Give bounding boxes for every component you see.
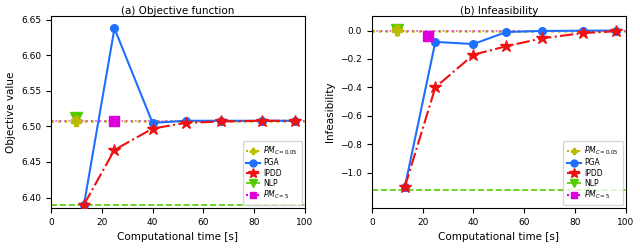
Y-axis label: Objective value: Objective value bbox=[6, 72, 15, 153]
X-axis label: Computational time [s]: Computational time [s] bbox=[118, 232, 239, 243]
Title: (b) Infeasibility: (b) Infeasibility bbox=[460, 5, 538, 16]
Y-axis label: Infeasibility: Infeasibility bbox=[324, 82, 335, 143]
X-axis label: Computational time [s]: Computational time [s] bbox=[438, 232, 559, 243]
Title: (a) Objective function: (a) Objective function bbox=[121, 5, 235, 16]
Legend: $PM_{C=0.05}$, PGA, IPDD, NLP, $PM_{C=5}$: $PM_{C=0.05}$, PGA, IPDD, NLP, $PM_{C=5}… bbox=[563, 141, 623, 205]
Legend: $PM_{C=0.05}$, PGA, IPDD, NLP, $PM_{C=5}$: $PM_{C=0.05}$, PGA, IPDD, NLP, $PM_{C=5}… bbox=[243, 141, 302, 205]
